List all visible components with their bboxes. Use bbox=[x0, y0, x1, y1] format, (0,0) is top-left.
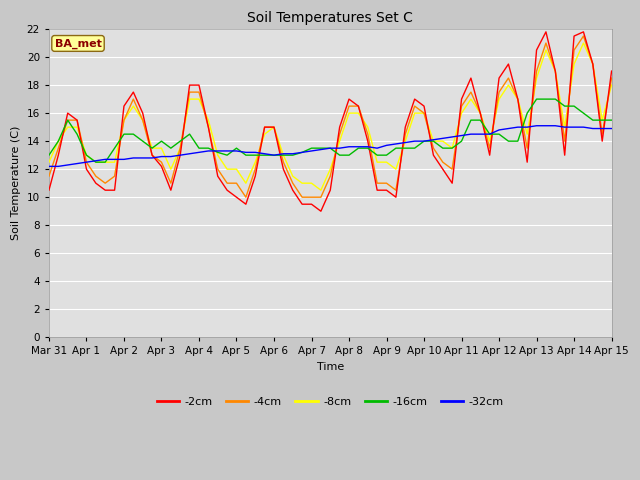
Text: BA_met: BA_met bbox=[54, 38, 102, 48]
Title: Soil Temperatures Set C: Soil Temperatures Set C bbox=[247, 11, 413, 25]
Y-axis label: Soil Temperature (C): Soil Temperature (C) bbox=[11, 126, 21, 240]
Legend: -2cm, -4cm, -8cm, -16cm, -32cm: -2cm, -4cm, -8cm, -16cm, -32cm bbox=[152, 392, 508, 411]
X-axis label: Time: Time bbox=[317, 362, 344, 372]
